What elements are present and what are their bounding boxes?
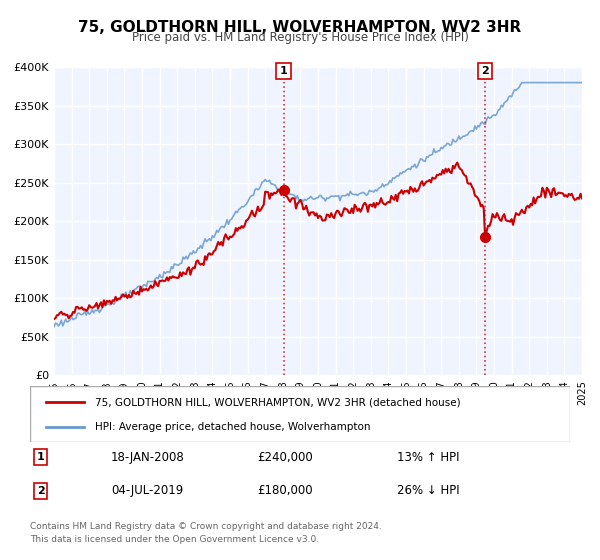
- Text: 75, GOLDTHORN HILL, WOLVERHAMPTON, WV2 3HR (detached house): 75, GOLDTHORN HILL, WOLVERHAMPTON, WV2 3…: [95, 397, 460, 407]
- Text: £180,000: £180,000: [257, 484, 313, 497]
- Text: 2: 2: [481, 66, 489, 76]
- Text: 1: 1: [280, 66, 287, 76]
- Text: £240,000: £240,000: [257, 451, 313, 464]
- Text: 2: 2: [37, 486, 44, 496]
- Text: HPI: Average price, detached house, Wolverhampton: HPI: Average price, detached house, Wolv…: [95, 422, 370, 432]
- Text: 1: 1: [37, 452, 44, 462]
- Text: This data is licensed under the Open Government Licence v3.0.: This data is licensed under the Open Gov…: [30, 535, 319, 544]
- Text: 75, GOLDTHORN HILL, WOLVERHAMPTON, WV2 3HR: 75, GOLDTHORN HILL, WOLVERHAMPTON, WV2 3…: [79, 20, 521, 35]
- Text: 04-JUL-2019: 04-JUL-2019: [111, 484, 183, 497]
- Text: 13% ↑ HPI: 13% ↑ HPI: [397, 451, 460, 464]
- Text: Price paid vs. HM Land Registry's House Price Index (HPI): Price paid vs. HM Land Registry's House …: [131, 31, 469, 44]
- FancyBboxPatch shape: [30, 386, 570, 442]
- Text: 18-JAN-2008: 18-JAN-2008: [111, 451, 185, 464]
- Text: Contains HM Land Registry data © Crown copyright and database right 2024.: Contains HM Land Registry data © Crown c…: [30, 522, 382, 531]
- Text: 26% ↓ HPI: 26% ↓ HPI: [397, 484, 460, 497]
